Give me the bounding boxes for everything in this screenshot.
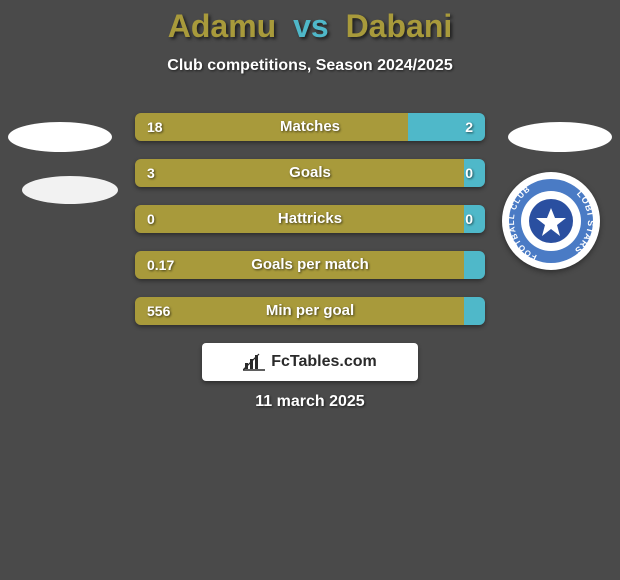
stat-row: Hattricks0 0 xyxy=(135,205,485,233)
stat-value-right: 0 xyxy=(465,159,473,187)
player1-silhouette-bottom xyxy=(22,176,118,204)
bar-chart-icon xyxy=(243,353,265,371)
stat-label: Min per goal xyxy=(135,297,485,325)
subtitle: Club competitions, Season 2024/2025 xyxy=(0,57,620,75)
stat-label: Matches xyxy=(135,113,485,141)
stat-label: Hattricks xyxy=(135,205,485,233)
stat-value-right: 2 xyxy=(465,113,473,141)
player2-silhouette-top xyxy=(508,122,612,152)
stat-row: Goals3 0 xyxy=(135,159,485,187)
page-title: Adamu vs Dabani xyxy=(0,8,620,45)
stat-value-left: 0 xyxy=(147,205,155,233)
stat-row: Min per goal556 xyxy=(135,297,485,325)
stat-row: Goals per match0.17 xyxy=(135,251,485,279)
player1-name: Adamu xyxy=(168,8,276,44)
club-badge: LOBI STARS FOOTBALL CLUB xyxy=(502,172,600,270)
stats-panel: Matches182Goals30Hattricks00Goals per ma… xyxy=(135,113,485,325)
player2-name: Dabani xyxy=(346,8,453,44)
stat-label: Goals xyxy=(135,159,485,187)
stat-label: Goals per match xyxy=(135,251,485,279)
club-badge-icon: LOBI STARS FOOTBALL CLUB xyxy=(508,178,594,264)
stat-value-right: 0 xyxy=(465,205,473,233)
stat-value-left: 556 xyxy=(147,297,170,325)
date-label: 11 march 2025 xyxy=(0,393,620,411)
player1-silhouette-top xyxy=(8,122,112,152)
title-vs: vs xyxy=(293,8,329,44)
stat-value-left: 0.17 xyxy=(147,251,174,279)
source-badge-text: FcTables.com xyxy=(271,353,377,371)
stat-value-left: 3 xyxy=(147,159,155,187)
source-badge: FcTables.com xyxy=(202,343,418,381)
stat-row: Matches18 2 xyxy=(135,113,485,141)
stat-value-left: 18 xyxy=(147,113,163,141)
